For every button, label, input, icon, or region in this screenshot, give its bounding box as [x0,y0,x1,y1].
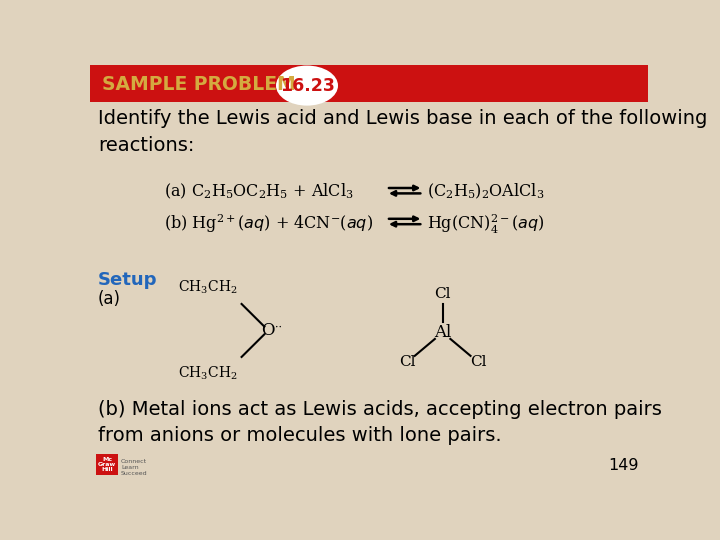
FancyBboxPatch shape [96,454,118,475]
Text: $\mathregular{CH_3CH_2}$: $\mathregular{CH_3CH_2}$ [178,364,238,382]
Text: (b) $\mathregular{Hg^{2+}}$($aq$) + 4$\mathregular{CN^{-}}$($aq$): (b) $\mathregular{Hg^{2+}}$($aq$) + 4$\m… [163,213,373,235]
Text: (a) $\mathregular{C_2H_5OC_2H_5}$ + $\mathregular{AlCl_3}$: (a) $\mathregular{C_2H_5OC_2H_5}$ + $\ma… [163,182,354,201]
Text: Identify the Lewis acid and Lewis base in each of the following
reactions:: Identify the Lewis acid and Lewis base i… [98,110,707,155]
Text: Connect
Learn
Succeed: Connect Learn Succeed [121,459,148,476]
Text: O: O [261,322,275,339]
Text: ··: ·· [275,323,282,333]
Text: SAMPLE PROBLEM: SAMPLE PROBLEM [102,75,296,94]
Text: $\mathregular{Hg(CN)_4^{2-}}$($aq$): $\mathregular{Hg(CN)_4^{2-}}$($aq$) [427,213,545,236]
Text: Al: Al [434,324,451,341]
Text: $\mathregular{(C_2H_5)_2OAlCl_3}$: $\mathregular{(C_2H_5)_2OAlCl_3}$ [427,182,544,201]
Text: Cl: Cl [399,355,415,369]
Text: $\mathregular{CH_3CH_2}$: $\mathregular{CH_3CH_2}$ [178,279,238,296]
Text: 149: 149 [608,458,639,473]
Text: 16.23: 16.23 [279,77,334,94]
Text: Setup: Setup [98,271,157,289]
Text: Mc
Graw
Hill: Mc Graw Hill [98,456,116,472]
Text: (a): (a) [98,291,121,308]
Ellipse shape [276,65,338,106]
Text: (b) Metal ions act as Lewis acids, accepting electron pairs
from anions or molec: (b) Metal ions act as Lewis acids, accep… [98,400,662,446]
Text: Cl: Cl [470,355,487,369]
Text: Cl: Cl [434,287,451,301]
FancyBboxPatch shape [90,65,648,102]
